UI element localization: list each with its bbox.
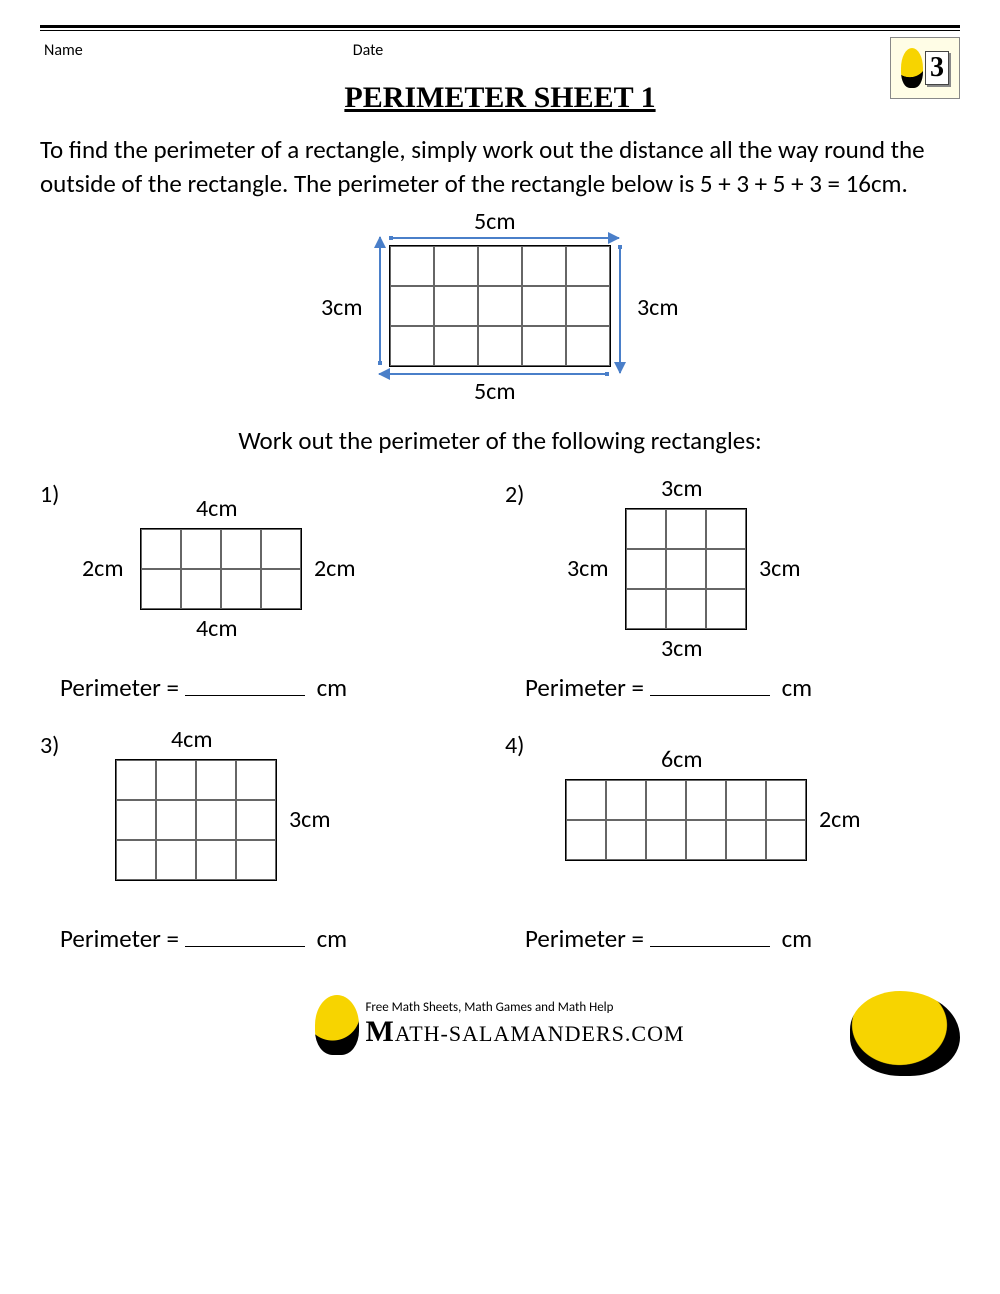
left-dimension: 2cm [82, 554, 123, 583]
problem-grid [140, 528, 302, 610]
example-bottom-label: 5cm [474, 377, 515, 406]
answer-prefix: Perimeter = [60, 923, 179, 954]
right-dimension: 3cm [759, 554, 800, 583]
problems-grid: 1)4cm4cm2cm2cmPerimeter = cm2)3cm3cm3cm3… [40, 474, 960, 954]
answer-suffix: cm [776, 672, 812, 703]
top-dimension: 6cm [661, 745, 702, 774]
right-dimension: 3cm [289, 805, 330, 834]
problem-grid [115, 759, 277, 881]
example-grid [389, 245, 611, 367]
name-label: Name [44, 41, 83, 60]
arrow-left [379, 237, 381, 365]
problem-4: 4) 6cm 2cm Perimeter = cm [505, 725, 960, 954]
answer-suffix: cm [776, 923, 812, 954]
answer-prefix: Perimeter = [525, 672, 644, 703]
left-dimension: 3cm [567, 554, 608, 583]
example-left-label: 3cm [321, 293, 362, 322]
bottom-dimension: 4cm [196, 614, 237, 643]
answer-line: Perimeter = cm [525, 923, 960, 954]
problem-number: 2) [505, 480, 524, 509]
answer-prefix: Perimeter = [60, 672, 179, 703]
arrow-bottom [379, 373, 609, 375]
top-dimension: 4cm [171, 725, 212, 754]
footer-salamander-icon [315, 995, 359, 1055]
top-border-thick [40, 25, 960, 28]
top-dimension: 4cm [196, 494, 237, 523]
top-dimension: 3cm [661, 474, 702, 503]
problem-number: 4) [505, 731, 524, 760]
right-dimension: 2cm [314, 554, 355, 583]
problem-2: 2) 3cm 3cm 3cm 3cm Perimeter = cm [505, 474, 960, 703]
problem-number: 3) [40, 731, 59, 760]
answer-prefix: Perimeter = [525, 923, 644, 954]
header: Name Date 3 [40, 41, 960, 111]
answer-suffix: cm [311, 672, 347, 703]
answer-line: Perimeter = cm [60, 672, 495, 703]
footer-site: MATH-SALAMANDERS.COM [365, 1015, 684, 1049]
grade-number: 3 [925, 51, 949, 85]
top-border-thin [40, 30, 960, 31]
instruction-text: Work out the perimeter of the following … [40, 425, 960, 456]
bottom-dimension: 3cm [661, 634, 702, 663]
example-right-label: 3cm [637, 293, 678, 322]
example-diagram: 5cm 3cm 3cm 5cm [40, 217, 960, 403]
example-top-label: 5cm [474, 207, 515, 236]
salamander-icon [901, 48, 923, 88]
answer-blank[interactable] [185, 695, 305, 696]
problem-number: 1) [40, 480, 59, 509]
right-dimension: 2cm [819, 805, 860, 834]
problem-1: 1) 4cm 4cm 2cm 2cm Perimeter = cm [40, 474, 495, 703]
footer-tagline: Free Math Sheets, Math Games and Math He… [365, 1000, 684, 1015]
problem-grid [565, 779, 807, 861]
intro-paragraph: To find the perimeter of a rectangle, si… [40, 133, 960, 201]
answer-suffix: cm [311, 923, 347, 954]
answer-blank[interactable] [650, 946, 770, 947]
arrow-top [389, 237, 619, 239]
answer-line: Perimeter = cm [525, 672, 960, 703]
answer-blank[interactable] [650, 695, 770, 696]
footer: Free Math Sheets, Math Games and Math He… [40, 980, 960, 1070]
answer-line: Perimeter = cm [60, 923, 495, 954]
answer-blank[interactable] [185, 946, 305, 947]
problem-3: 3) 4cm 3cm Perimeter = cm [40, 725, 495, 954]
grade-badge: 3 [890, 37, 960, 99]
problem-grid [625, 508, 747, 630]
date-label: Date [353, 41, 384, 60]
footer-salamander-large-icon [850, 991, 960, 1076]
arrow-right [619, 245, 621, 373]
